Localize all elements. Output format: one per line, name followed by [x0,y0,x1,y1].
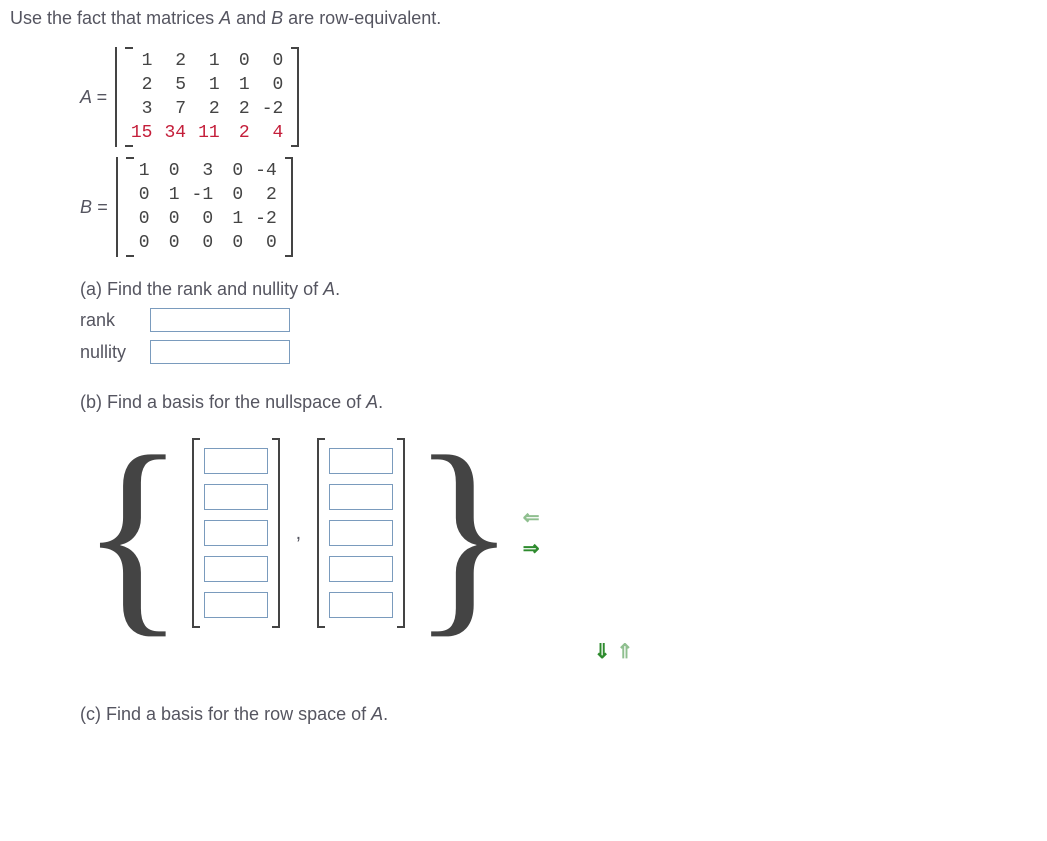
matrix-cell: 11 [192,121,226,145]
basis-vector [192,438,280,628]
matrix-cell: 0 [186,231,220,255]
matrix-cell: 5 [158,73,192,97]
intro-b: B [271,8,283,28]
nullity-label: nullity [80,342,150,363]
matrix-cell: 1 [226,73,256,97]
matrix-a: 12100251103722-215341124 [115,47,299,147]
matrix-cell: 15 [125,121,159,145]
basis-set: { , } [80,433,1037,633]
matrix-row: 0001-2 [126,207,283,231]
matrix-cell: 0 [126,231,156,255]
vector-component-input[interactable] [204,592,268,618]
matrix-cell: 3 [125,97,159,121]
matrix-cell: 0 [156,159,186,183]
matrix-b-label: B = [80,197,108,218]
matrix-cell: 0 [156,231,186,255]
matrix-cell: 2 [249,183,283,207]
vector-component-input[interactable] [204,484,268,510]
matrix-cell: 0 [219,183,249,207]
vector-component-input[interactable] [329,592,393,618]
row-arrows [190,639,1037,664]
vector-group: , [186,438,412,628]
matrix-row: 00000 [126,231,283,255]
matrix-cell: 0 [249,231,283,255]
matrix-cell: 1 [192,49,226,73]
intro-suffix: are row-equivalent. [283,8,441,28]
matrix-b: 1030-401-1020001-200000 [116,157,293,257]
add-col-icon[interactable] [523,536,540,561]
matrix-b-row: B = 1030-401-1020001-200000 [80,157,1037,257]
matrix-row: 3722-2 [125,97,289,121]
matrix-cell: 0 [219,231,249,255]
matrix-cell: 1 [219,207,249,231]
matrix-cell: 1 [192,73,226,97]
matrix-cell: 3 [186,159,220,183]
left-brace: { [80,433,186,633]
col-arrows [523,505,540,561]
matrix-cell: 0 [256,49,290,73]
matrix-cell: -2 [256,97,290,121]
matrix-row: 01-102 [126,183,283,207]
vector-component-input[interactable] [329,448,393,474]
intro-prefix: Use the fact that matrices [10,8,219,28]
matrix-cell: 2 [125,73,159,97]
vector-component-input[interactable] [204,556,268,582]
add-row-icon[interactable] [594,639,611,664]
intro-a: A [219,8,231,28]
matrix-cell: 1 [156,183,186,207]
part-b: (b) Find a basis for the nullspace of A. [80,392,1037,413]
right-brace: } [411,433,517,633]
matrix-cell: 0 [186,207,220,231]
intro-line: Use the fact that matrices A and B are r… [10,8,1037,29]
matrix-row: 12100 [125,49,289,73]
part-c-prompt: (c) Find a basis for the row space of A. [80,704,1037,725]
matrix-cell: -2 [249,207,283,231]
matrix-row: 15341124 [125,121,289,145]
matrix-cell: -4 [249,159,283,183]
matrix-a-row: A = 12100251103722-215341124 [80,47,1037,147]
matrix-a-label: A = [80,87,107,108]
remove-col-icon[interactable] [523,505,540,530]
matrix-cell: 0 [126,207,156,231]
matrix-cell: 1 [125,49,159,73]
part-b-prompt: (b) Find a basis for the nullspace of A. [80,392,1037,413]
rank-input[interactable] [150,308,290,332]
vector-component-input[interactable] [329,556,393,582]
matrix-cell: 0 [156,207,186,231]
part-a: (a) Find the rank and nullity of A. rank… [80,279,1037,364]
vector-component-input[interactable] [204,520,268,546]
matrix-cell: 0 [256,73,290,97]
part-a-prompt: (a) Find the rank and nullity of A. [80,279,1037,300]
matrix-cell: 0 [126,183,156,207]
matrix-cell: -1 [186,183,220,207]
remove-row-icon[interactable] [617,639,634,664]
matrix-cell: 2 [158,49,192,73]
matrix-cell: 2 [226,121,256,145]
matrix-row: 1030-4 [126,159,283,183]
matrix-cell: 2 [226,97,256,121]
matrix-cell: 4 [256,121,290,145]
vector-component-input[interactable] [329,520,393,546]
nullity-row: nullity [80,340,1037,364]
matrix-cell: 7 [158,97,192,121]
basis-vector [317,438,405,628]
vector-component-input[interactable] [329,484,393,510]
matrix-cell: 0 [226,49,256,73]
intro-mid: and [231,8,271,28]
matrix-cell: 1 [126,159,156,183]
vector-component-input[interactable] [204,448,268,474]
rank-label: rank [80,310,150,331]
vector-comma: , [294,522,304,545]
matrix-cell: 2 [192,97,226,121]
nullity-input[interactable] [150,340,290,364]
matrix-cell: 0 [219,159,249,183]
rank-row: rank [80,308,1037,332]
matrix-cell: 34 [158,121,192,145]
part-c: (c) Find a basis for the row space of A. [80,704,1037,725]
matrix-row: 25110 [125,73,289,97]
